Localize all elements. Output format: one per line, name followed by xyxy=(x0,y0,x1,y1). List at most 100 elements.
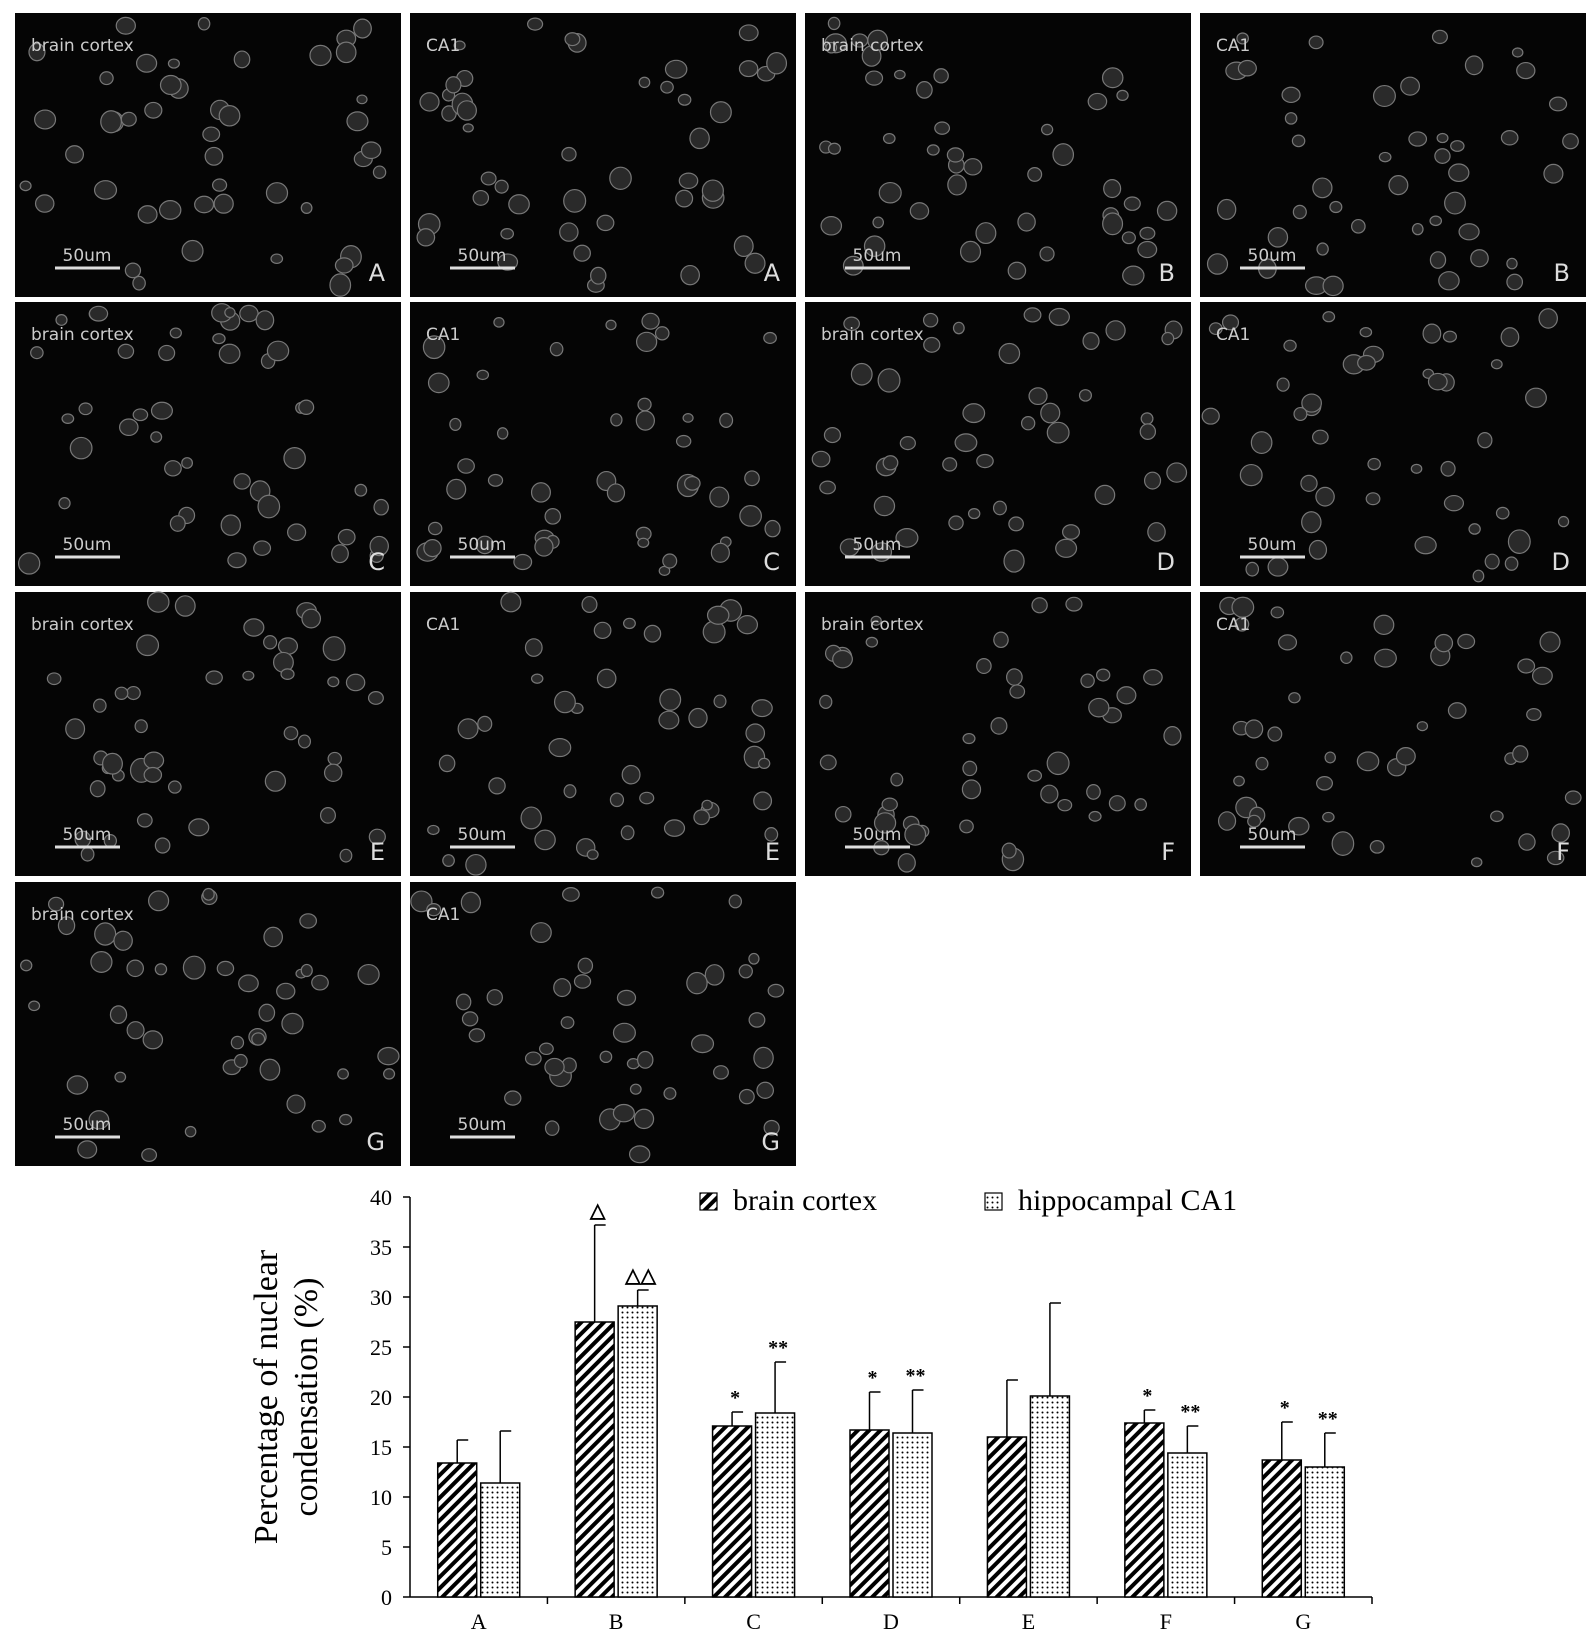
significance-mark: * xyxy=(1142,1385,1152,1407)
y-tick-label: 0 xyxy=(381,1585,392,1610)
nucleus xyxy=(599,1050,613,1064)
nucleus xyxy=(682,413,694,423)
nucleus xyxy=(259,1058,281,1081)
nucleus xyxy=(136,813,153,828)
nucleus xyxy=(465,853,487,876)
nucleus xyxy=(66,1075,89,1095)
nucleus xyxy=(1291,134,1306,148)
nucleus xyxy=(28,42,46,62)
nucleus xyxy=(992,500,1007,516)
nucleus xyxy=(1546,850,1565,866)
nucleus xyxy=(438,754,456,773)
significance-mark: * xyxy=(868,1367,878,1389)
nucleus xyxy=(954,433,978,453)
nucleus xyxy=(1308,539,1328,560)
panel-label: CA1 xyxy=(1216,325,1250,345)
nucleus xyxy=(1082,332,1100,350)
nucleus xyxy=(55,314,68,326)
nucleus xyxy=(212,333,226,345)
error-bar xyxy=(1324,1432,1336,1467)
nucleus xyxy=(1434,148,1451,164)
nucleus xyxy=(1027,769,1043,782)
nucleus xyxy=(150,431,163,443)
nucleus xyxy=(90,951,113,973)
nucleus xyxy=(1442,330,1457,343)
nucleus xyxy=(520,806,542,830)
nucleus xyxy=(1046,421,1070,444)
nucleus xyxy=(1239,463,1263,487)
nucleus xyxy=(1293,406,1308,422)
nucleus xyxy=(150,401,173,420)
nucleus xyxy=(1267,557,1289,577)
micrograph xyxy=(410,302,796,586)
nucleus xyxy=(1316,776,1334,791)
nucleus xyxy=(346,111,369,132)
nucleus xyxy=(633,1108,655,1130)
nucleus xyxy=(976,658,992,675)
nucleus xyxy=(446,478,467,500)
significance-mark: * xyxy=(1280,1397,1290,1419)
significance-mark: ** xyxy=(1318,1408,1338,1430)
nucleus xyxy=(61,413,75,425)
y-tick-label: 35 xyxy=(370,1235,392,1260)
nucleus xyxy=(733,235,754,258)
nucleus xyxy=(141,1148,158,1162)
scale-label: 50um xyxy=(63,1115,112,1135)
nucleus xyxy=(1140,412,1154,425)
nucleus xyxy=(1278,634,1298,651)
nucleus xyxy=(1373,648,1397,668)
panel-letter: D xyxy=(1552,548,1570,576)
y-axis-label: Percentage of nuclearcondensation (%) xyxy=(248,1249,325,1544)
nucleus xyxy=(372,165,387,179)
nucleus xyxy=(334,257,354,274)
nucleus xyxy=(530,922,552,943)
nucleus xyxy=(354,483,368,497)
nucleus xyxy=(1411,222,1424,236)
nucleus xyxy=(1040,402,1061,424)
nucleus xyxy=(1267,726,1283,742)
bar xyxy=(1029,1395,1071,1598)
nucleus xyxy=(767,983,785,998)
nucleus xyxy=(124,262,142,279)
nucleus xyxy=(114,686,129,700)
error-bar xyxy=(499,1430,512,1483)
nucleus xyxy=(1517,658,1536,674)
nucleus xyxy=(277,637,299,655)
nucleus xyxy=(220,514,242,536)
panel-label: brain cortex xyxy=(31,36,134,56)
bar xyxy=(711,1425,753,1598)
nucleus xyxy=(1139,423,1157,440)
scale-label: 50um xyxy=(458,825,507,845)
panel-letter: F xyxy=(1556,838,1570,866)
micrograph xyxy=(805,302,1191,586)
nucleus xyxy=(461,1011,479,1027)
nucleus xyxy=(65,145,85,164)
nucleus xyxy=(680,264,700,286)
nucleus xyxy=(472,189,490,206)
nucleus xyxy=(28,1000,41,1012)
nucleus xyxy=(877,368,901,393)
nucleus xyxy=(1416,721,1429,732)
nucleus xyxy=(1316,242,1329,256)
nucleus xyxy=(976,453,994,469)
nucleus xyxy=(1395,747,1416,766)
nucleus xyxy=(827,16,841,31)
nucleus xyxy=(426,903,442,917)
nucleus xyxy=(1088,697,1110,718)
nucleus xyxy=(942,457,958,472)
nucleus xyxy=(1447,702,1467,719)
x-tick-label: G xyxy=(1295,1609,1311,1634)
nucleus xyxy=(1458,223,1480,241)
nucleus xyxy=(297,734,312,749)
nucleus xyxy=(1247,814,1262,828)
nucleus xyxy=(164,460,182,477)
nucleus xyxy=(504,1090,522,1106)
nucleus xyxy=(1369,840,1385,854)
nucleus xyxy=(1095,668,1111,682)
nucleus xyxy=(497,253,519,271)
nucleus xyxy=(1057,798,1073,812)
error-bar xyxy=(868,1391,881,1430)
nucleus xyxy=(319,807,336,824)
nucleus xyxy=(748,1012,766,1028)
error-bar xyxy=(636,1289,649,1306)
